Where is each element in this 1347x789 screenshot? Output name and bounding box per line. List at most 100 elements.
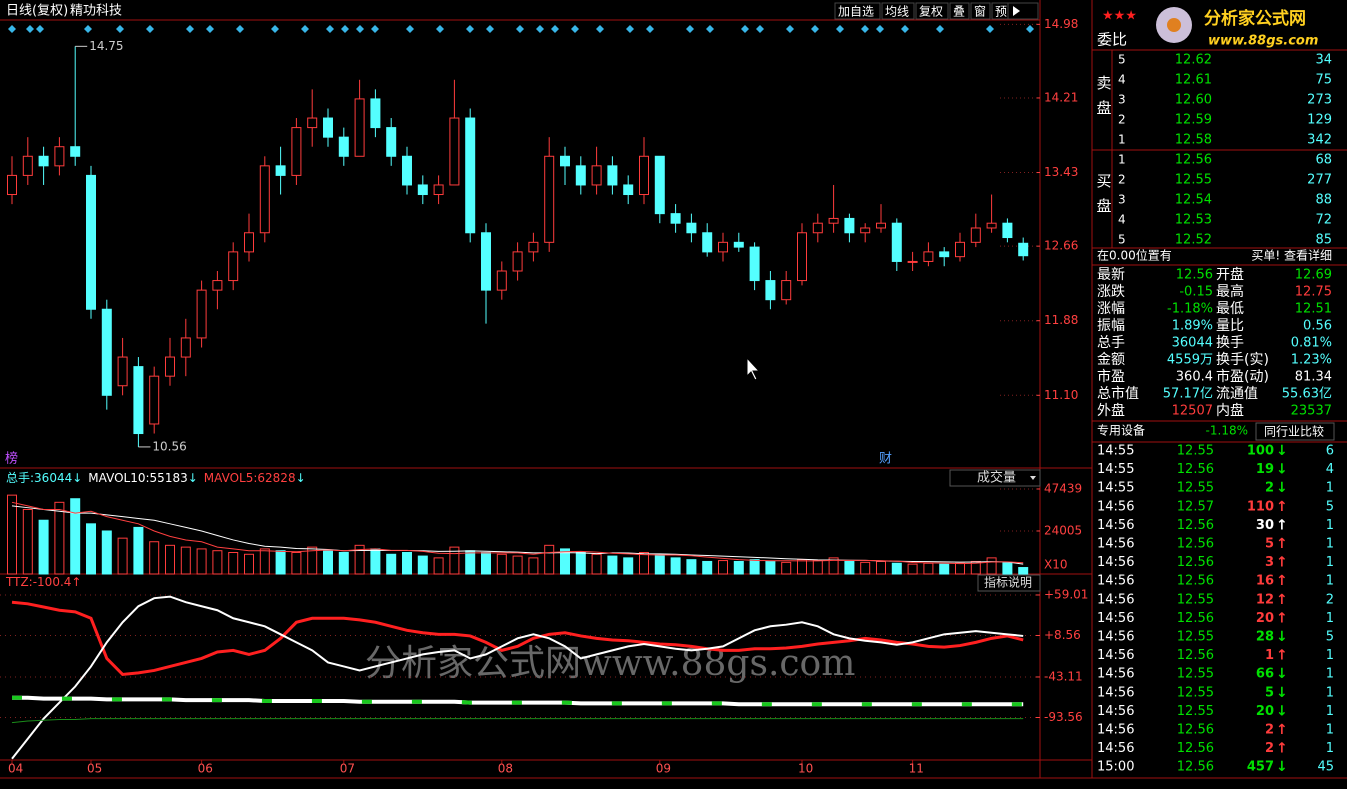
trade-arrow: ↑: [1276, 741, 1288, 757]
trade-extra: 5: [1326, 630, 1334, 645]
indicator-help[interactable]: [977, 574, 1041, 592]
y-tick-label: 47439: [1044, 481, 1082, 495]
order-volume: 75: [1315, 73, 1332, 88]
volume-bar: [670, 557, 681, 575]
trade-price: 12.55: [1177, 667, 1214, 682]
trade-time: 14:56: [1097, 611, 1134, 626]
trade-extra: 1: [1326, 723, 1334, 738]
candle-body: [907, 260, 918, 263]
stat-value: 12.75: [1295, 285, 1332, 300]
stat-value: 1.23%: [1291, 353, 1332, 368]
candle-body: [386, 127, 397, 157]
candle-body: [575, 165, 586, 186]
trade-volume: 19: [1256, 462, 1274, 477]
toolbar-button[interactable]: [915, 2, 949, 20]
order-level: 1: [1118, 153, 1126, 167]
event-marker: [36, 25, 44, 33]
volume-bar: [417, 555, 428, 575]
trade-price: 12.56: [1177, 555, 1214, 570]
event-marker: [986, 25, 994, 33]
volume-legend: 总手:36044↓ MAVOL10:55183↓ MAVOL5:62828↓: [6, 471, 306, 485]
volume-bar: [1018, 567, 1029, 575]
indicator-help-label[interactable]: 指标说明: [984, 575, 1032, 590]
candle-body: [718, 241, 728, 253]
y-tick-label: -43.11: [1044, 669, 1083, 683]
candle-body: [607, 165, 618, 186]
order-level: 5: [1118, 233, 1126, 247]
volume-bar: [54, 501, 65, 575]
legend-trend: ↑: [71, 575, 81, 589]
stat-label: 外盘: [1097, 402, 1125, 419]
volume-bar: [654, 553, 665, 575]
candle-body: [970, 227, 981, 243]
toolbar-button-label[interactable]: 加自选: [838, 5, 874, 19]
order-level: 2: [1118, 173, 1126, 187]
event-marker: [84, 25, 92, 33]
candle-body: [101, 308, 112, 396]
order-ratio-header: 委比: [1097, 31, 1127, 49]
trade-time: 14:55: [1097, 444, 1134, 459]
toolbar-button-label[interactable]: 窗: [974, 5, 986, 19]
volume-bar: [923, 562, 934, 575]
volume-menu[interactable]: [949, 469, 1041, 487]
toolbar-button[interactable]: [949, 2, 970, 20]
toolbar-button[interactable]: [834, 2, 881, 20]
stat-value: 55.63亿: [1282, 387, 1332, 402]
compare-button[interactable]: [1255, 422, 1335, 441]
toolbar-button-label[interactable]: 叠: [953, 5, 965, 19]
trade-volume: 2: [1265, 741, 1274, 756]
volume-bar: [797, 559, 807, 575]
y-tick-label: +59.01: [1044, 587, 1088, 601]
order-volume: 68: [1315, 153, 1332, 168]
candle-body: [338, 136, 349, 157]
legend-trend: ↓: [296, 471, 306, 485]
candle-body: [481, 232, 491, 291]
toolbar-button[interactable]: [970, 2, 991, 20]
candle-body: [291, 127, 302, 176]
trade-time: 14:56: [1097, 723, 1134, 738]
candle-body: [22, 155, 33, 176]
toolbar-button-label[interactable]: 复权: [919, 5, 943, 19]
indicator-legend: TTZ:-100.4↑: [5, 575, 81, 589]
trade-arrow: ↑: [1276, 499, 1288, 515]
volume-bar: [323, 550, 333, 575]
volume-bar: [86, 523, 96, 575]
trade-volume: 1: [1265, 648, 1274, 663]
candle-body: [797, 232, 807, 282]
volume-bar: [765, 560, 776, 575]
trade-arrow: ↓: [1276, 666, 1288, 682]
trade-time: 14:56: [1097, 499, 1134, 514]
candle-body: [180, 337, 191, 358]
trade-price: 12.55: [1177, 685, 1214, 700]
candle-body: [212, 280, 223, 291]
volume-bar: [575, 551, 586, 575]
order-notice-link[interactable]: 买单! 查看详细: [1251, 248, 1332, 263]
candle-body: [828, 217, 839, 224]
stat-value: 12.56: [1176, 268, 1213, 283]
volume-menu-label[interactable]: 成交量: [977, 470, 1016, 486]
candle-body: [38, 155, 49, 167]
trade-extra: 1: [1326, 574, 1334, 589]
toolbar-button[interactable]: [881, 2, 915, 20]
trade-extra: 2: [1326, 592, 1334, 607]
candle-body: [544, 155, 555, 243]
stat-value: 4559万: [1167, 353, 1213, 368]
volume-bar: [307, 546, 318, 575]
volume-multiplier: X10: [1044, 558, 1068, 572]
trade-arrow: ↓: [1276, 629, 1288, 645]
trade-time: 14:56: [1097, 592, 1134, 607]
volume-bar: [623, 557, 634, 575]
volume-bar: [970, 560, 981, 575]
trade-volume: 16: [1256, 574, 1274, 589]
toolbar-button[interactable]: [1007, 2, 1039, 20]
order-notice: 在0.00位置有: [1097, 248, 1172, 263]
candle-body: [433, 184, 444, 196]
toolbar-button-label[interactable]: 均线: [885, 5, 909, 19]
trade-extra: 1: [1326, 555, 1334, 570]
trade-time: 14:56: [1097, 518, 1134, 533]
event-marker: [551, 25, 559, 33]
stat-label: 市盈(动): [1216, 368, 1269, 385]
compare-label[interactable]: 同行业比较: [1264, 424, 1324, 439]
stat-value: 81.34: [1295, 370, 1332, 385]
